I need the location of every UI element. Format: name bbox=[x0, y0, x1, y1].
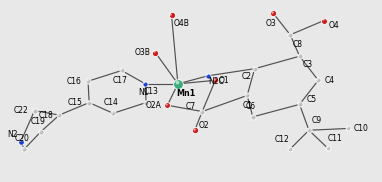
Point bbox=[85, 100, 91, 103]
Point bbox=[142, 100, 148, 103]
Point bbox=[143, 101, 149, 104]
Text: N2C: N2C bbox=[208, 77, 223, 86]
Point bbox=[287, 33, 293, 36]
Point bbox=[31, 109, 37, 112]
Point bbox=[18, 140, 24, 143]
Text: C8: C8 bbox=[293, 40, 303, 49]
Point bbox=[296, 103, 303, 106]
Point bbox=[167, 12, 173, 15]
Point bbox=[86, 101, 92, 104]
Text: C5: C5 bbox=[306, 95, 316, 104]
Point bbox=[249, 114, 255, 117]
Point bbox=[344, 126, 350, 128]
Point bbox=[270, 12, 277, 15]
Text: C10: C10 bbox=[353, 124, 368, 133]
Text: C16: C16 bbox=[67, 77, 82, 86]
Text: C7: C7 bbox=[185, 102, 196, 111]
Point bbox=[205, 74, 211, 77]
Point bbox=[204, 73, 210, 76]
Text: C1: C1 bbox=[242, 101, 252, 110]
Point bbox=[21, 147, 28, 150]
Point bbox=[212, 79, 219, 82]
Point bbox=[314, 77, 320, 80]
Point bbox=[119, 69, 125, 72]
Text: C15: C15 bbox=[68, 98, 83, 107]
Text: O3B: O3B bbox=[135, 48, 151, 57]
Point bbox=[168, 14, 175, 17]
Point bbox=[85, 80, 91, 83]
Point bbox=[199, 110, 205, 113]
Point bbox=[295, 53, 301, 56]
Point bbox=[37, 130, 44, 133]
Text: C17: C17 bbox=[112, 76, 127, 85]
Point bbox=[286, 32, 292, 35]
Text: C9: C9 bbox=[312, 116, 322, 125]
Text: C20: C20 bbox=[15, 134, 30, 143]
Point bbox=[164, 104, 170, 107]
Point bbox=[295, 102, 301, 104]
Point bbox=[142, 82, 148, 85]
Point bbox=[243, 93, 249, 96]
Point bbox=[198, 109, 204, 112]
Point bbox=[306, 129, 312, 132]
Text: O4: O4 bbox=[328, 21, 339, 30]
Point bbox=[250, 115, 256, 118]
Point bbox=[30, 108, 36, 111]
Point bbox=[305, 127, 311, 130]
Text: C14: C14 bbox=[104, 98, 118, 107]
Text: C13: C13 bbox=[144, 87, 159, 96]
Point bbox=[191, 127, 197, 130]
Point bbox=[174, 81, 180, 84]
Text: N1: N1 bbox=[138, 88, 149, 97]
Point bbox=[321, 19, 327, 22]
Point bbox=[36, 129, 42, 132]
Text: C6: C6 bbox=[246, 102, 256, 111]
Point bbox=[211, 77, 217, 80]
Text: C11: C11 bbox=[328, 134, 343, 143]
Text: O2: O2 bbox=[198, 121, 209, 130]
Text: Mn1: Mn1 bbox=[176, 89, 195, 98]
Point bbox=[345, 127, 351, 130]
Text: O4B: O4B bbox=[173, 19, 189, 27]
Point bbox=[251, 66, 257, 69]
Point bbox=[325, 147, 331, 150]
Text: C22: C22 bbox=[13, 106, 28, 115]
Text: C19: C19 bbox=[31, 117, 46, 126]
Point bbox=[109, 110, 115, 113]
Point bbox=[324, 145, 330, 148]
Point bbox=[163, 102, 169, 105]
Text: C3: C3 bbox=[302, 60, 312, 69]
Point bbox=[84, 78, 90, 81]
Point bbox=[141, 81, 147, 84]
Point bbox=[152, 51, 159, 54]
Point bbox=[56, 114, 62, 116]
Text: O1: O1 bbox=[219, 76, 230, 85]
Point bbox=[315, 79, 321, 82]
Point bbox=[192, 129, 198, 132]
Text: C18: C18 bbox=[38, 111, 53, 120]
Point bbox=[244, 94, 250, 97]
Point bbox=[55, 112, 61, 115]
Point bbox=[269, 11, 275, 13]
Text: O2A: O2A bbox=[146, 101, 162, 110]
Point bbox=[20, 146, 26, 149]
Point bbox=[118, 68, 124, 70]
Text: C12: C12 bbox=[275, 135, 290, 144]
Point bbox=[252, 67, 258, 70]
Point bbox=[286, 146, 292, 149]
Text: N2: N2 bbox=[8, 130, 18, 139]
Point bbox=[320, 18, 326, 21]
Point bbox=[296, 55, 303, 58]
Point bbox=[151, 50, 157, 53]
Text: O3: O3 bbox=[266, 19, 277, 28]
Text: C2: C2 bbox=[242, 72, 252, 81]
Point bbox=[16, 139, 23, 142]
Point bbox=[287, 147, 293, 150]
Text: C4: C4 bbox=[325, 76, 335, 85]
Point bbox=[110, 112, 116, 115]
Point bbox=[175, 82, 181, 85]
